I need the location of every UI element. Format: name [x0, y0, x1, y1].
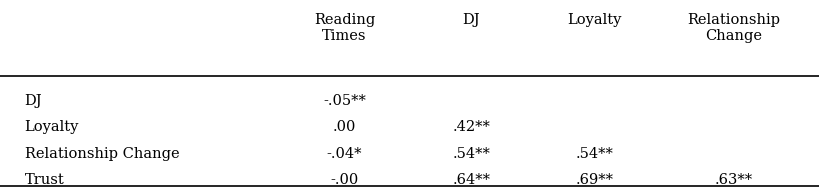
Text: .69**: .69**: [575, 173, 613, 188]
Text: -.05**: -.05**: [323, 94, 365, 108]
Text: Reading
Times: Reading Times: [314, 13, 374, 44]
Text: DJ: DJ: [462, 13, 480, 27]
Text: DJ: DJ: [25, 94, 42, 108]
Text: -.04*: -.04*: [326, 147, 362, 161]
Text: .54**: .54**: [575, 147, 613, 161]
Text: Loyalty: Loyalty: [25, 120, 79, 134]
Text: Relationship
Change: Relationship Change: [686, 13, 780, 44]
Text: .54**: .54**: [452, 147, 490, 161]
Text: .42**: .42**: [452, 120, 490, 134]
Text: -.00: -.00: [330, 173, 358, 188]
Text: Trust: Trust: [25, 173, 64, 188]
Text: .00: .00: [333, 120, 355, 134]
Text: .63**: .63**: [714, 173, 752, 188]
Text: Loyalty: Loyalty: [567, 13, 621, 27]
Text: Relationship Change: Relationship Change: [25, 147, 179, 161]
Text: .64**: .64**: [452, 173, 490, 188]
